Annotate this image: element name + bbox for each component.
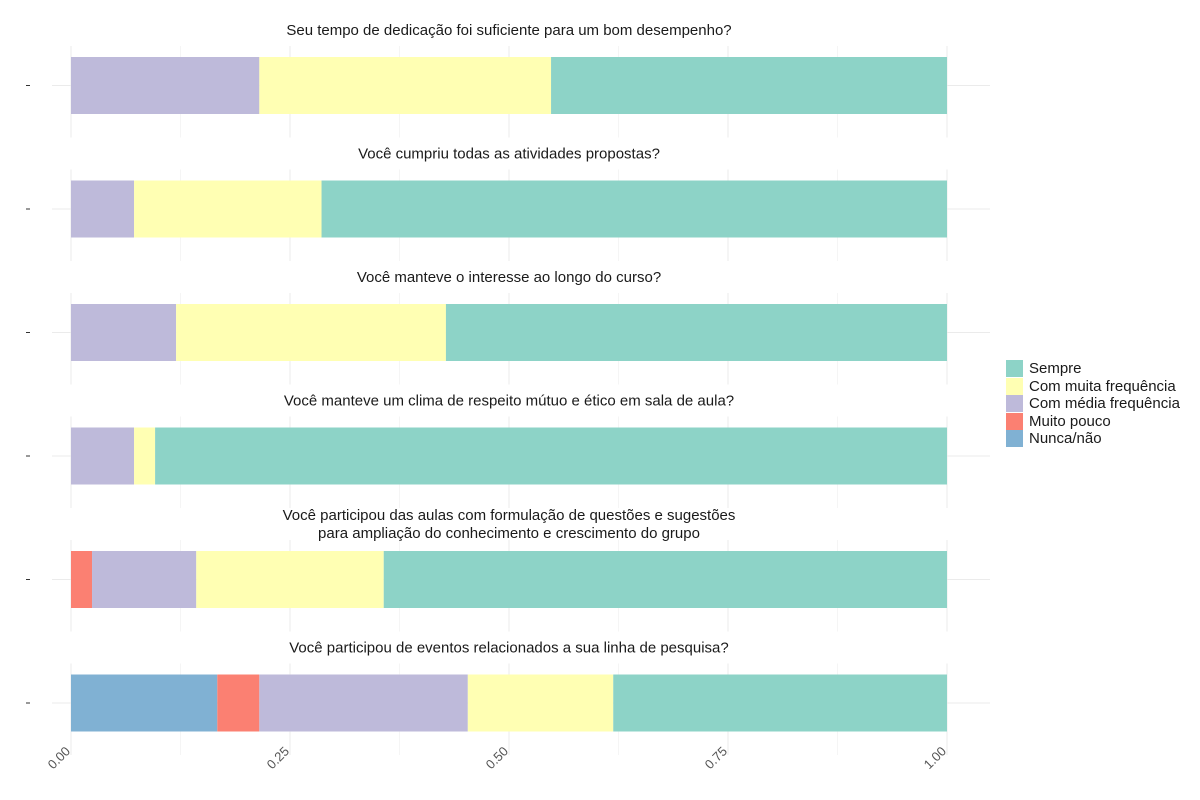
panel-title: Você manteve o interesse ao longo do cur… [357, 269, 661, 286]
legend-item-sempre: Sempre [1006, 360, 1180, 378]
panel-title: para ampliação do conhecimento e crescim… [318, 525, 700, 542]
x-tick-label: 0.25 [264, 744, 293, 773]
bar-segment-com-muita-frequencia [259, 57, 552, 114]
legend-label: Com média frequência [1029, 395, 1180, 413]
legend-swatch [1006, 395, 1023, 413]
legend-label: Muito pouco [1029, 412, 1111, 430]
bar-segment-com-media-frequencia [71, 57, 260, 114]
legend-item-com-media-frequencia: Com média frequência [1006, 395, 1180, 413]
bar-segment-com-media-frequencia [259, 674, 468, 732]
bar-segment-sempre [155, 427, 947, 485]
bar-segment-com-media-frequencia [71, 180, 135, 238]
legend-swatch [1006, 377, 1023, 395]
bar-segment-sempre [551, 57, 947, 114]
bar-segment-com-media-frequencia [71, 304, 177, 361]
panel-title: Você participou de eventos relacionados … [289, 640, 728, 657]
bar-segment-sempre [383, 551, 947, 608]
bar-segment-muito-pouco [71, 551, 93, 608]
panel-title: Você participou das aulas com formulação… [283, 507, 736, 524]
legend-item-com-muita-frequencia: Com muita frequência [1006, 377, 1180, 396]
panel-2: Você cumpriu todas as atividades propost… [26, 146, 990, 261]
panel-6: Você participou de eventos relacionados … [26, 640, 990, 755]
bar-segment-sempre [321, 180, 947, 238]
panel-title: Você manteve um clima de respeito mútuo … [284, 393, 734, 410]
legend-swatch [1006, 412, 1023, 430]
legend-label: Nunca/não [1029, 430, 1102, 448]
legend: Sempre Com muita frequência Com média fr… [1006, 360, 1180, 448]
legend-item-nunca-nao: Nunca/não [1006, 430, 1180, 448]
panel-1: Seu tempo de dedicação foi suficiente pa… [26, 22, 990, 138]
bar-segment-sempre [445, 304, 947, 361]
x-tick-label: 0.00 [45, 744, 74, 773]
bar-segment-com-media-frequencia [92, 551, 197, 608]
panel-4: Você manteve um clima de respeito mútuo … [26, 393, 990, 508]
legend-label: Com muita frequência [1029, 377, 1176, 395]
legend-label: Sempre [1029, 360, 1082, 378]
panel-title: Você cumpriu todas as atividades propost… [358, 146, 660, 163]
legend-swatch [1006, 430, 1023, 448]
bar-segment-com-muita-frequencia [134, 180, 322, 238]
legend-swatch [1006, 360, 1023, 378]
bar-segment-com-muita-frequencia [134, 427, 156, 485]
bar-segment-com-muita-frequencia [176, 304, 446, 361]
bar-segment-com-media-frequencia [71, 427, 135, 485]
bar-segment-com-muita-frequencia [467, 674, 614, 732]
x-tick-label: 1.00 [921, 744, 950, 773]
x-tick-label: 0.75 [702, 744, 731, 773]
legend-item-muito-pouco: Muito pouco [1006, 412, 1180, 431]
panel-3: Você manteve o interesse ao longo do cur… [26, 269, 990, 385]
x-tick-label: 0.50 [483, 744, 512, 773]
bar-segment-nunca-nao [71, 674, 218, 732]
bar-segment-muito-pouco [217, 674, 260, 732]
panel-5: Você participou das aulas com formulação… [26, 507, 990, 632]
panel-title: Seu tempo de dedicação foi suficiente pa… [286, 22, 731, 39]
bar-segment-sempre [613, 674, 947, 732]
bar-segment-com-muita-frequencia [196, 551, 384, 608]
